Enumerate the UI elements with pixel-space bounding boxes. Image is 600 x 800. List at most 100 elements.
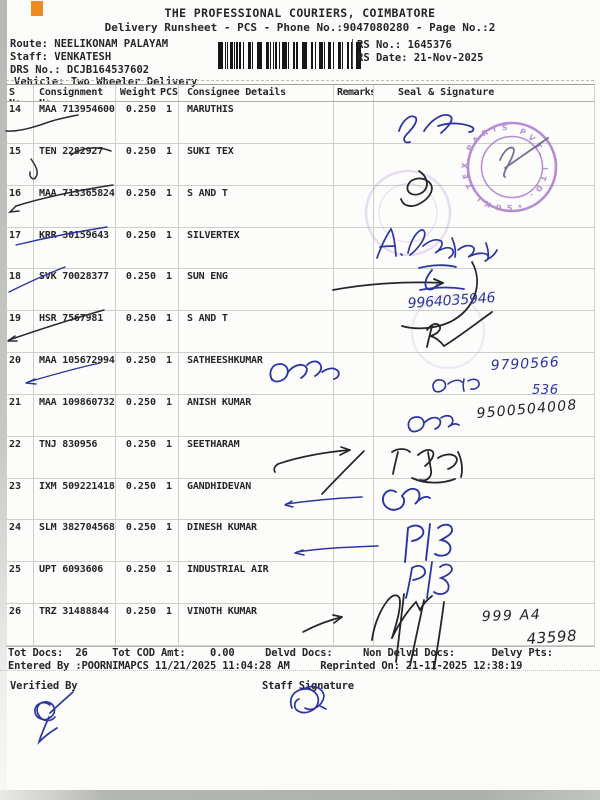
- table-header-row: S No Consignment No Weight PCS Consignee…: [6, 85, 594, 102]
- entered-reprinted-line: Entered By :POORNIMAPCS 11/21/2025 11:04…: [8, 660, 523, 672]
- col-header-sno: S No: [6, 85, 34, 101]
- cell-remarks: [334, 143, 374, 185]
- col-header-seal: Seal & Signature: [398, 87, 495, 98]
- cell-weight: 0.250: [125, 480, 156, 492]
- cell-pcs: 1: [160, 227, 179, 269]
- cell-consignee: S AND T: [179, 185, 334, 227]
- table-row: 18 SVK 70028377 0.250 1 SUN ENG: [6, 269, 594, 312]
- cell-pcs: 1: [160, 394, 179, 436]
- vehicle-value: Two Wheeler Delivery: [70, 76, 198, 88]
- cell-seal-signature: [374, 520, 594, 561]
- rs-date: RS Date: 21-Nov-2025: [357, 52, 484, 64]
- cell-remarks: [334, 436, 374, 478]
- verified-by-signature: [34, 691, 74, 745]
- cell-weight: 0.250: [125, 564, 156, 576]
- cell-seal-signature: [374, 228, 594, 269]
- cell-pcs: 1: [160, 520, 179, 562]
- cell-sno: 25: [6, 562, 34, 604]
- cell-consignment: HSR 7567981: [34, 311, 116, 353]
- totals-line: Tot Docs: 26 Tot COD Amt: 0.00 Delvd Doc…: [8, 647, 553, 659]
- orange-corner-mark: [31, 1, 43, 16]
- cell-consignee: SUKI TEX: [179, 143, 334, 185]
- cell-remarks: [334, 102, 374, 143]
- cell-weight: 0.250: [125, 229, 156, 241]
- cell-seal-signature: [374, 479, 594, 520]
- cell-sno: 15: [6, 143, 34, 185]
- staff-value: VENKATESH: [54, 51, 112, 63]
- cell-consignee: DINESH KUMAR: [179, 520, 334, 562]
- cell-sno: 24: [6, 520, 34, 562]
- scan-edge-bottom: [0, 790, 600, 800]
- cell-remarks: [334, 562, 374, 604]
- cell-seal-signature: [374, 186, 594, 227]
- cell-consignment: KRR 30159643: [34, 227, 116, 269]
- table-row: 26 TRZ 31488844 0.250 1 VINOTH KUMAR: [6, 604, 594, 646]
- staff-line: Staff: VENKATESH: [10, 51, 111, 63]
- cell-consignee: SATHEESHKUMAR: [179, 353, 334, 394]
- cell-consignee: ANISH KUMAR: [179, 394, 334, 436]
- cell-remarks: [334, 478, 374, 520]
- cell-sno: 26: [6, 604, 34, 645]
- cell-consignment: IXM 509221418: [34, 478, 116, 520]
- table-row: 19 HSR 7567981 0.250 1 S AND T: [6, 311, 594, 354]
- divider-dotted-footer: [0, 670, 600, 671]
- drs-line: DRS No.: DCJB164537602: [10, 64, 149, 76]
- cell-consignee: SUN ENG: [179, 269, 334, 311]
- cell-consignment: TNJ 830956: [34, 436, 116, 478]
- table-row: 23 IXM 509221418 0.250 1 GANDHIDEVAN: [6, 478, 594, 521]
- table-row: 16 MAA 713365824 0.250 1 S AND T: [6, 185, 594, 228]
- cell-pcs: 1: [160, 269, 179, 311]
- cell-consignee: SILVERTEX: [179, 227, 334, 269]
- cell-sno: 17: [6, 227, 34, 269]
- cell-seal-signature: [374, 269, 594, 310]
- drs-value: DCJB164537602: [66, 64, 150, 76]
- col-header-pcs: PCS: [160, 85, 179, 101]
- cell-consignment: SVK 70028377: [34, 269, 116, 311]
- cell-sno: 14: [6, 102, 34, 143]
- col-header-weight: Weight: [119, 87, 156, 98]
- doc-subtitle: Delivery Runsheet - PCS - Phone No.:9047…: [104, 21, 496, 34]
- cell-pcs: 1: [160, 143, 179, 185]
- cell-consignment: SLM 382704568: [34, 520, 116, 562]
- cell-weight: 0.250: [125, 396, 156, 408]
- col-header-consignment: Consignment No: [34, 85, 116, 101]
- cell-remarks: [334, 604, 374, 645]
- cell-pcs: 1: [160, 436, 179, 478]
- cell-pcs: 1: [160, 353, 179, 394]
- table-row: 21 MAA 109860732 0.250 1 ANISH KUMAR: [6, 394, 594, 437]
- cell-weight: 0.250: [125, 438, 156, 450]
- cell-consignment: MAA 713954600: [34, 102, 116, 143]
- cell-pcs: 1: [160, 185, 179, 227]
- table-body: 14 MAA 713954600 0.250 1 MARUTHIS 15 TEN…: [6, 102, 594, 646]
- cell-remarks: [334, 520, 374, 562]
- cell-consignee: GANDHIDEVAN: [179, 478, 334, 520]
- cell-sno: 19: [6, 311, 34, 353]
- table-row: 24 SLM 382704568 0.250 1 DINESH KUMAR: [6, 520, 594, 563]
- cell-pcs: 1: [160, 102, 179, 143]
- table-row: 25 UPT 6093606 0.250 1 INDUSTRIAL AIR: [6, 562, 594, 605]
- cell-weight: 0.250: [125, 187, 156, 199]
- cell-sno: 18: [6, 269, 34, 311]
- cell-sno: 20: [6, 353, 34, 394]
- table-row: 14 MAA 713954600 0.250 1 MARUTHIS: [6, 102, 594, 144]
- cell-weight: 0.250: [125, 355, 156, 367]
- cell-seal-signature: [374, 604, 594, 645]
- rs-box-divider: [352, 39, 353, 67]
- col-header-consignee: Consignee Details: [179, 85, 334, 101]
- cell-remarks: [334, 311, 374, 353]
- cell-remarks: [334, 269, 374, 311]
- verified-by-label: Verified By: [10, 680, 78, 692]
- cell-remarks: [334, 353, 374, 394]
- cell-consignment: TRZ 31488844: [34, 604, 116, 645]
- cell-weight: 0.250: [125, 104, 156, 115]
- cell-seal-signature: [374, 311, 594, 352]
- route-label: Route:: [10, 38, 55, 50]
- cell-sno: 21: [6, 394, 34, 436]
- cell-seal-signature: [374, 395, 594, 436]
- rs-number: RS No.: 1645376: [357, 39, 452, 51]
- doc-title: THE PROFESSIONAL COURIERS, COIMBATORE: [164, 6, 436, 20]
- cell-pcs: 1: [160, 478, 179, 520]
- scan-edge-left: [0, 0, 7, 800]
- cell-sno: 23: [6, 478, 34, 520]
